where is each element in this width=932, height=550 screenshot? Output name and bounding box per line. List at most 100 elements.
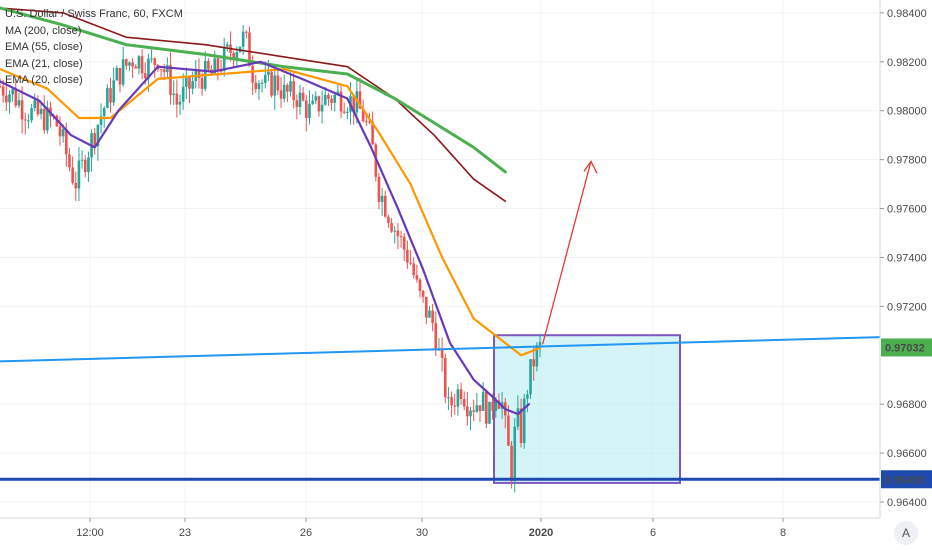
candle-body [169,65,172,95]
candle-body [5,95,8,103]
symbol-title[interactable]: U.S. Dollar / Swiss Franc, 60, FXCM [5,8,183,20]
support-price-badge: 0.96493 [885,474,925,486]
candle-body [390,222,393,232]
candle-body [393,230,397,232]
price-tick-label: 0.97800 [887,155,927,167]
candle-body [216,58,220,71]
candle-body [289,81,292,92]
time-tick-label: 2020 [529,527,553,539]
candle-body [491,401,494,411]
candle-body [99,116,103,126]
candle-body [241,31,245,47]
time-tick-label: 26 [300,527,312,539]
candle-body [383,195,387,217]
candle-body [516,408,520,427]
candle-body [387,216,390,223]
candle-body [267,71,270,75]
candle-body [352,96,355,113]
price-tick-label: 0.97600 [887,204,927,216]
candle-body [412,263,415,276]
candle-body [166,65,169,73]
candle-body [112,80,115,103]
price-axis-bg [880,0,932,550]
candle-body [128,62,131,66]
time-tick-label: 6 [650,527,656,539]
candle-body [425,296,428,318]
candle-body [314,96,318,101]
candle-body [396,230,400,237]
ema55-line [0,6,507,174]
candle-body [96,125,100,147]
price-axis[interactable]: 0.98400 0.98200 0.98000 0.97800 0.97600 0.974… [879,0,932,550]
ema-a-legend[interactable]: EMA (21, close) [5,57,83,70]
candle-body [232,52,235,60]
time-tick-label: 12:00 [76,527,104,539]
auto-scale-button[interactable]: A [894,521,918,545]
candle-body [71,167,74,183]
candle-body [39,108,43,115]
candle-body [472,410,475,412]
candle-body [181,86,185,102]
candle-body [172,93,175,95]
time-axis[interactable]: 12:00 23 26 30 2020 6 8 [0,517,880,539]
candle-body [450,397,453,406]
candle-body [327,94,330,99]
ma200-legend[interactable]: MA (200, close) [5,24,82,37]
candle-body [475,405,479,412]
candle-body [263,74,267,83]
candle-body [248,32,251,67]
candle-body [282,85,286,99]
chart-legend: U.S. Dollar / Swiss Franc, 60, FXCM MA (… [5,6,183,89]
candle-body [440,349,444,358]
candle-body [371,121,374,145]
candle-body [469,410,472,417]
candle-body [368,121,371,123]
price-tick-label: 0.96400 [887,497,927,509]
candle-body [17,100,21,106]
candle-body [226,44,229,47]
candle-body [61,129,65,137]
candle-body [538,341,542,346]
candle-body [254,82,258,90]
candle-body [305,100,308,118]
candle-body [286,85,289,92]
candle-body [415,275,419,280]
ema55-legend[interactable]: EMA (55, close) [5,41,83,53]
candle-body [23,119,27,121]
candle-body [358,91,362,109]
candle-body [65,129,68,155]
candle-body [409,262,412,264]
candle-body [42,108,46,131]
candle-body [8,94,11,103]
candle-body [336,91,340,95]
candle-body [245,31,248,33]
candle-body [80,159,84,161]
candle-body [74,182,78,189]
candle-body [466,406,469,417]
candle-body [134,66,138,69]
candle-body [109,88,112,103]
candle-body [447,397,450,399]
candle-body [147,58,150,79]
candle-body [526,394,529,399]
candle-body [522,398,526,444]
candle-body [507,415,510,446]
ema-purple-line [0,60,530,416]
candle-body [346,111,349,113]
candle-body [27,120,30,122]
last-price-badge: 0.97032 [885,342,925,354]
candle-body [200,77,204,89]
candle-body [488,401,491,424]
candle-body [418,279,422,291]
ema-b-legend[interactable]: EMA (20, close) [5,74,83,86]
time-tick-label: 8 [780,527,786,539]
candle-body [33,100,37,109]
ema-orange-line [0,68,542,357]
candle-body [330,98,333,103]
candle-body [36,100,40,115]
candle-body [58,126,62,137]
candle-body [459,389,463,400]
candle-body [428,310,431,318]
time-tick-label: 23 [179,527,191,539]
